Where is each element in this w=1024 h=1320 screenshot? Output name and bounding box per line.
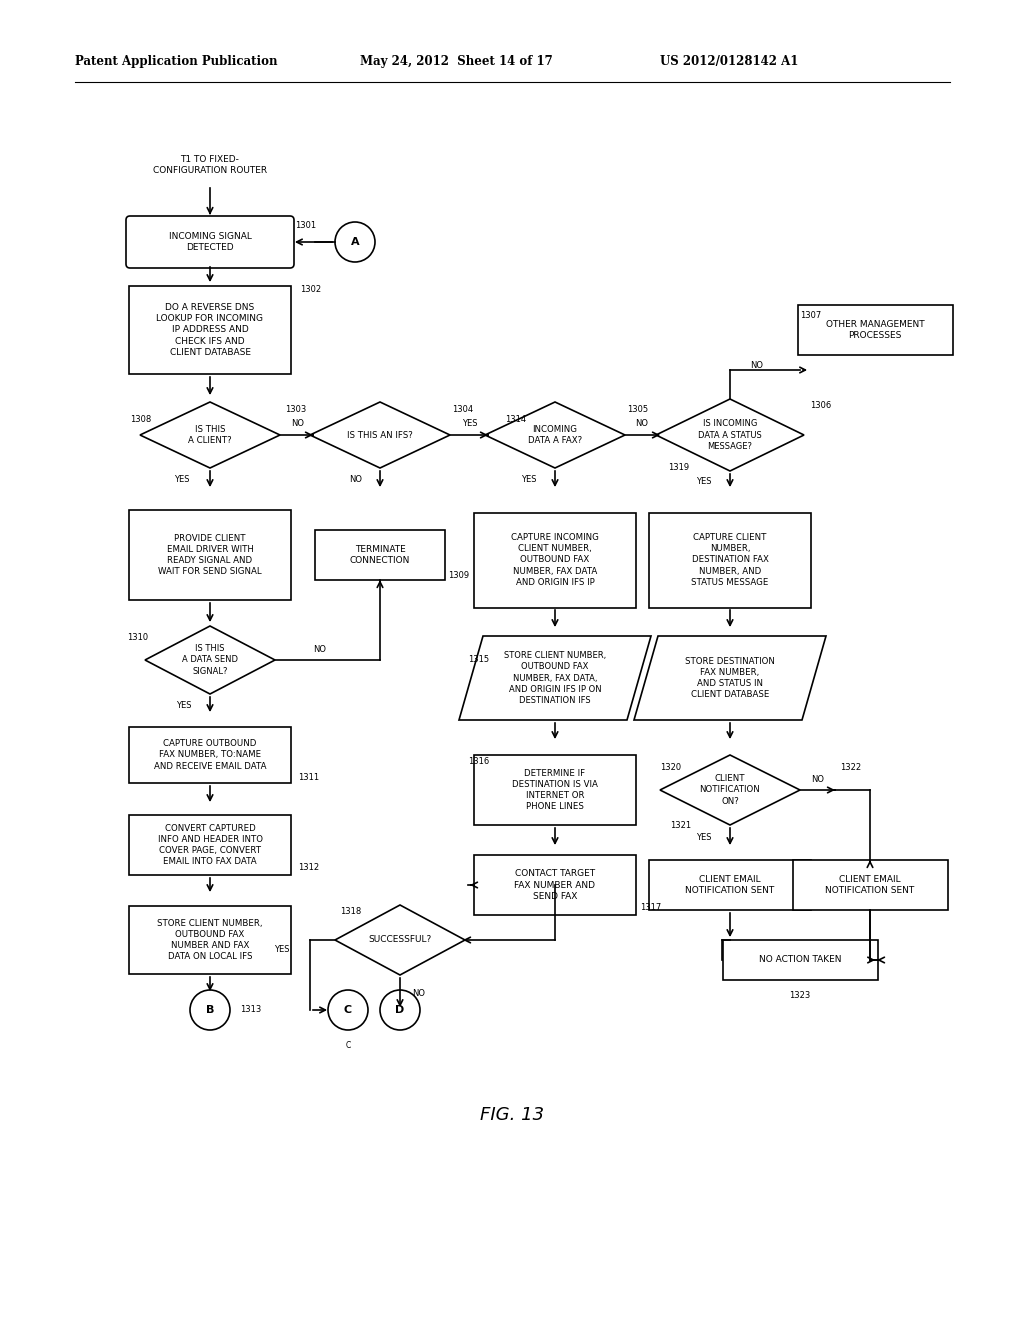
Text: CLIENT EMAIL
NOTIFICATION SENT: CLIENT EMAIL NOTIFICATION SENT <box>685 875 774 895</box>
Bar <box>474 512 636 607</box>
Text: NO: NO <box>349 475 362 484</box>
Text: PROVIDE CLIENT
EMAIL DRIVER WITH
READY SIGNAL AND
WAIT FOR SEND SIGNAL: PROVIDE CLIENT EMAIL DRIVER WITH READY S… <box>158 533 262 576</box>
FancyBboxPatch shape <box>126 216 294 268</box>
Text: NO: NO <box>292 420 304 429</box>
Text: CAPTURE OUTBOUND
FAX NUMBER, TO:NAME
AND RECEIVE EMAIL DATA: CAPTURE OUTBOUND FAX NUMBER, TO:NAME AND… <box>154 739 266 771</box>
Bar <box>129 727 291 783</box>
Text: 1307: 1307 <box>800 310 821 319</box>
Bar <box>129 814 291 875</box>
Text: US 2012/0128142 A1: US 2012/0128142 A1 <box>660 55 799 69</box>
Text: CLIENT EMAIL
NOTIFICATION SENT: CLIENT EMAIL NOTIFICATION SENT <box>825 875 914 895</box>
Text: YES: YES <box>696 833 712 842</box>
Text: C: C <box>344 1005 352 1015</box>
Text: OTHER MANAGEMENT
PROCESSES: OTHER MANAGEMENT PROCESSES <box>825 319 925 341</box>
Text: 1302: 1302 <box>300 285 322 294</box>
Bar <box>723 940 878 979</box>
Text: 1318: 1318 <box>340 908 361 916</box>
Text: CAPTURE CLIENT
NUMBER,
DESTINATION FAX
NUMBER, AND
STATUS MESSAGE: CAPTURE CLIENT NUMBER, DESTINATION FAX N… <box>691 533 769 586</box>
Text: SUCCESSFUL?: SUCCESSFUL? <box>369 936 432 945</box>
Text: 1313: 1313 <box>240 1006 261 1015</box>
Text: C: C <box>345 1040 350 1049</box>
Text: DO A REVERSE DNS
LOOKUP FOR INCOMING
IP ADDRESS AND
CHECK IFS AND
CLIENT DATABAS: DO A REVERSE DNS LOOKUP FOR INCOMING IP … <box>157 304 263 356</box>
Bar <box>649 861 811 909</box>
Text: NO: NO <box>636 420 648 429</box>
Text: DETERMINE IF
DESTINATION IS VIA
INTERNET OR
PHONE LINES: DETERMINE IF DESTINATION IS VIA INTERNET… <box>512 768 598 812</box>
Bar <box>649 512 811 607</box>
Text: YES: YES <box>696 478 712 487</box>
Text: 1303: 1303 <box>285 405 306 414</box>
Text: 1308: 1308 <box>130 416 152 425</box>
Bar <box>315 531 445 579</box>
Polygon shape <box>634 636 826 719</box>
Bar <box>129 286 291 374</box>
Bar <box>129 906 291 974</box>
Text: IS THIS
A CLIENT?: IS THIS A CLIENT? <box>188 425 231 445</box>
Circle shape <box>335 222 375 261</box>
Text: CLIENT
NOTIFICATION
ON?: CLIENT NOTIFICATION ON? <box>699 775 761 805</box>
Text: CONVERT CAPTURED
INFO AND HEADER INTO
COVER PAGE, CONVERT
EMAIL INTO FAX DATA: CONVERT CAPTURED INFO AND HEADER INTO CO… <box>158 824 262 866</box>
Text: NO: NO <box>750 360 763 370</box>
Text: INCOMING SIGNAL
DETECTED: INCOMING SIGNAL DETECTED <box>169 232 252 252</box>
Text: STORE DESTINATION
FAX NUMBER,
AND STATUS IN
CLIENT DATABASE: STORE DESTINATION FAX NUMBER, AND STATUS… <box>685 657 775 700</box>
Text: INCOMING
DATA A FAX?: INCOMING DATA A FAX? <box>528 425 582 445</box>
Text: 1310: 1310 <box>127 634 148 643</box>
Text: A: A <box>350 238 359 247</box>
Text: CAPTURE INCOMING
CLIENT NUMBER,
OUTBOUND FAX
NUMBER, FAX DATA
AND ORIGIN IFS IP: CAPTURE INCOMING CLIENT NUMBER, OUTBOUND… <box>511 533 599 586</box>
Polygon shape <box>656 399 804 471</box>
Text: 1322: 1322 <box>840 763 861 772</box>
Text: YES: YES <box>462 420 478 429</box>
Text: 1309: 1309 <box>449 570 469 579</box>
Text: FIG. 13: FIG. 13 <box>480 1106 544 1125</box>
Text: 1316: 1316 <box>468 758 489 767</box>
Text: B: B <box>206 1005 214 1015</box>
Bar <box>474 755 636 825</box>
Text: YES: YES <box>176 701 193 710</box>
Polygon shape <box>660 755 800 825</box>
Text: YES: YES <box>274 945 290 954</box>
Text: 1301: 1301 <box>295 220 316 230</box>
Text: May 24, 2012  Sheet 14 of 17: May 24, 2012 Sheet 14 of 17 <box>360 55 553 69</box>
Text: 1314: 1314 <box>505 416 526 425</box>
Polygon shape <box>145 626 275 694</box>
Bar <box>793 861 947 909</box>
Text: 1306: 1306 <box>810 400 831 409</box>
Text: 1319: 1319 <box>668 463 689 473</box>
Polygon shape <box>485 403 625 469</box>
Text: NO: NO <box>313 644 327 653</box>
Text: 1323: 1323 <box>790 990 811 999</box>
Text: 1311: 1311 <box>298 774 319 783</box>
Bar <box>474 855 636 915</box>
Text: NO: NO <box>412 990 425 998</box>
Text: YES: YES <box>174 475 190 484</box>
Text: STORE CLIENT NUMBER,
OUTBOUND FAX
NUMBER AND FAX
DATA ON LOCAL IFS: STORE CLIENT NUMBER, OUTBOUND FAX NUMBER… <box>158 919 263 961</box>
Circle shape <box>380 990 420 1030</box>
Polygon shape <box>310 403 450 469</box>
Text: STORE CLIENT NUMBER,
OUTBOUND FAX
NUMBER, FAX DATA,
AND ORIGIN IFS IP ON
DESTINA: STORE CLIENT NUMBER, OUTBOUND FAX NUMBER… <box>504 651 606 705</box>
Text: 1305: 1305 <box>627 405 648 414</box>
Text: CONTACT TARGET
FAX NUMBER AND
SEND FAX: CONTACT TARGET FAX NUMBER AND SEND FAX <box>514 870 596 900</box>
Text: IS INCOMING
DATA A STATUS
MESSAGE?: IS INCOMING DATA A STATUS MESSAGE? <box>698 420 762 450</box>
Circle shape <box>190 990 230 1030</box>
Text: 1315: 1315 <box>468 656 489 664</box>
Text: TERMINATE
CONNECTION: TERMINATE CONNECTION <box>350 545 411 565</box>
Text: D: D <box>395 1005 404 1015</box>
Circle shape <box>328 990 368 1030</box>
Polygon shape <box>335 906 465 975</box>
Polygon shape <box>140 403 280 469</box>
Text: IS THIS AN IFS?: IS THIS AN IFS? <box>347 430 413 440</box>
Text: 1312: 1312 <box>298 863 319 873</box>
Text: Patent Application Publication: Patent Application Publication <box>75 55 278 69</box>
Text: IS THIS
A DATA SEND
SIGNAL?: IS THIS A DATA SEND SIGNAL? <box>182 644 238 676</box>
Text: 1304: 1304 <box>452 405 473 414</box>
Text: 1321: 1321 <box>670 821 691 829</box>
Text: 1317: 1317 <box>640 903 662 912</box>
Polygon shape <box>459 636 651 719</box>
Text: NO: NO <box>811 775 824 784</box>
Bar <box>129 510 291 601</box>
Bar <box>798 305 952 355</box>
Text: YES: YES <box>521 475 537 484</box>
Text: 1320: 1320 <box>660 763 681 772</box>
Text: NO ACTION TAKEN: NO ACTION TAKEN <box>759 956 842 965</box>
Text: T1 TO FIXED-
CONFIGURATION ROUTER: T1 TO FIXED- CONFIGURATION ROUTER <box>153 154 267 176</box>
